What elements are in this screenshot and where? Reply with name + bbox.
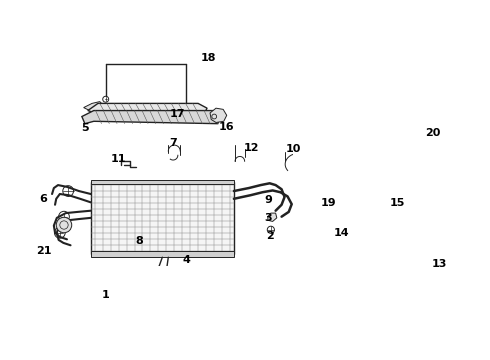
Polygon shape	[210, 108, 227, 122]
Polygon shape	[91, 251, 234, 257]
Polygon shape	[88, 103, 207, 114]
Text: 18: 18	[201, 53, 217, 63]
Polygon shape	[360, 134, 436, 190]
Text: 10: 10	[286, 144, 301, 154]
Polygon shape	[84, 102, 104, 112]
Polygon shape	[268, 213, 277, 221]
Text: 19: 19	[320, 198, 336, 208]
Text: 6: 6	[39, 194, 47, 204]
Text: 17: 17	[170, 108, 185, 118]
Circle shape	[56, 217, 72, 233]
Text: 20: 20	[425, 128, 441, 138]
Text: 4: 4	[182, 255, 190, 265]
Text: 11: 11	[111, 154, 126, 165]
Text: 8: 8	[136, 235, 144, 246]
Text: 12: 12	[244, 143, 260, 153]
Polygon shape	[324, 231, 330, 235]
Text: 3: 3	[264, 213, 271, 223]
Text: 2: 2	[266, 231, 273, 241]
Circle shape	[384, 150, 410, 176]
Text: 21: 21	[37, 246, 52, 256]
Circle shape	[373, 249, 385, 261]
Text: 5: 5	[81, 123, 89, 134]
Polygon shape	[175, 288, 180, 291]
Text: 15: 15	[390, 198, 406, 208]
Polygon shape	[82, 111, 221, 124]
Text: 7: 7	[169, 138, 177, 148]
Text: 9: 9	[264, 195, 272, 205]
Text: 14: 14	[333, 228, 349, 238]
Circle shape	[318, 201, 335, 217]
Polygon shape	[91, 180, 234, 184]
Text: 1: 1	[102, 291, 110, 300]
Polygon shape	[307, 242, 447, 264]
Polygon shape	[318, 203, 440, 248]
Text: 16: 16	[219, 122, 235, 132]
Polygon shape	[91, 182, 234, 254]
Ellipse shape	[376, 145, 417, 181]
Text: 13: 13	[432, 259, 447, 269]
